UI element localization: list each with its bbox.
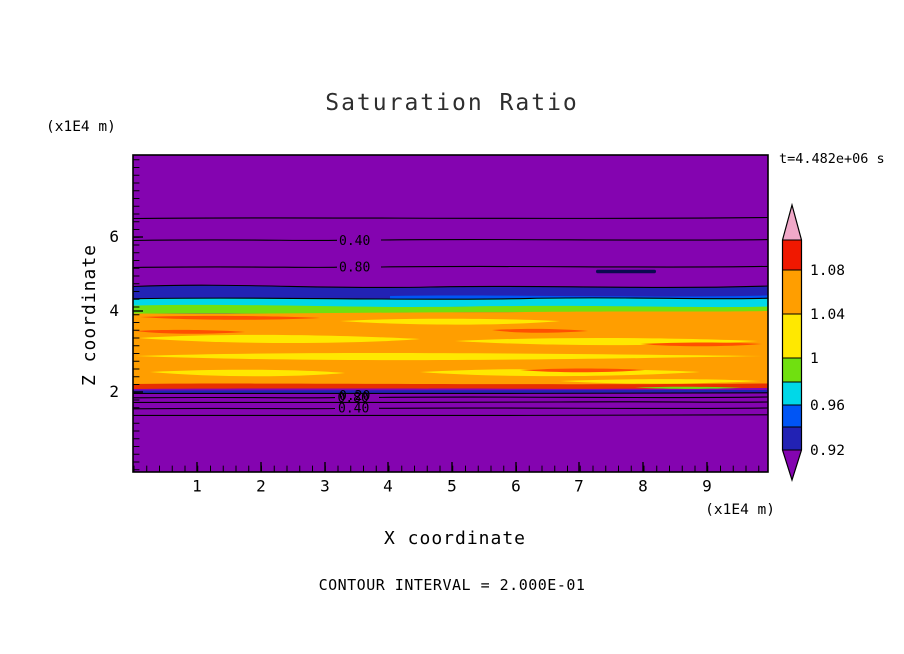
contour-label: 0.80 [339,261,370,276]
chart-title: Saturation Ratio [325,90,579,116]
colorbar-segment-yellow [782,314,802,358]
contour-label: 0.80 [338,391,369,406]
x-tick-label: 9 [702,477,712,496]
colorbar-below-range-arrow [782,450,802,480]
yellow-streaks [135,318,765,384]
contour-interval-note: CONTOUR INTERVAL = 2.000E-01 [319,576,586,594]
colorbar-segment-navy [782,427,802,450]
colorbar-tick-label: 0.96 [810,398,845,414]
colorbar-segment-orange [782,270,802,314]
colorbar-segment-red [782,240,802,270]
contour-line-labels: 0.40 0.80 0.80 0.20 0.40 [338,234,371,417]
contour-label: 0.40 [338,402,369,417]
x-tick-label: 5 [447,477,457,496]
time-annotation: t=4.482e+06 s [779,151,885,167]
x-axis-label: X coordinate [384,528,526,549]
colorbar-tick-label: 1.08 [810,263,845,279]
y-tick-label: 4 [109,301,119,320]
contour-label: 0.20 [339,389,370,404]
colorbar-segment-cyan [782,382,802,405]
y-tick-labels: 6 4 2 [109,227,119,401]
x-tick-label: 3 [320,477,330,496]
band-orange-main [133,311,768,388]
red-orange-streaks [135,315,762,373]
colorbar-tick-label: 1.04 [810,307,845,323]
x-axis-major-ticks [196,462,708,472]
colorbar-segment-blue [782,405,802,427]
colorbar-tick-label: 1 [810,351,819,367]
x-tick-label: 2 [256,477,266,496]
y-tick-label: 6 [109,227,119,246]
y-axis-unit-label: (x1E4 m) [46,119,116,135]
colorbar-above-range-arrow [782,205,802,240]
x-tick-label: 7 [574,477,584,496]
x-tick-label: 4 [383,477,393,496]
x-tick-labels: 1 2 3 4 5 6 7 8 9 [192,477,712,496]
plot-frame [132,154,769,473]
y-axis-label: Z coordinate [79,244,100,386]
colorbar: 1.08 1.04 1 0.96 0.92 [781,202,845,482]
dark-red-bottom-streak [133,383,768,389]
plot-area [133,155,768,472]
x-tick-label: 6 [511,477,521,496]
x-tick-label: 1 [192,477,202,496]
dark-contour-segment [596,269,656,274]
green-bottom-streak [635,386,742,389]
contour-lines [133,216,768,416]
x-tick-label: 8 [638,477,648,496]
y-tick-label: 2 [109,382,119,401]
x-axis-unit-label: (x1E4 m) [705,502,775,518]
colorbar-segment-dividers [782,239,802,451]
contour-label: 0.40 [339,234,370,249]
colorbar-outline [781,202,803,482]
y-axis-major-ticks [133,236,143,393]
colorbar-segment-green [782,358,802,382]
colorbar-tick-label: 0.92 [810,443,845,459]
colorbar-tick-labels: 1.08 1.04 1 0.96 0.92 [810,263,845,459]
